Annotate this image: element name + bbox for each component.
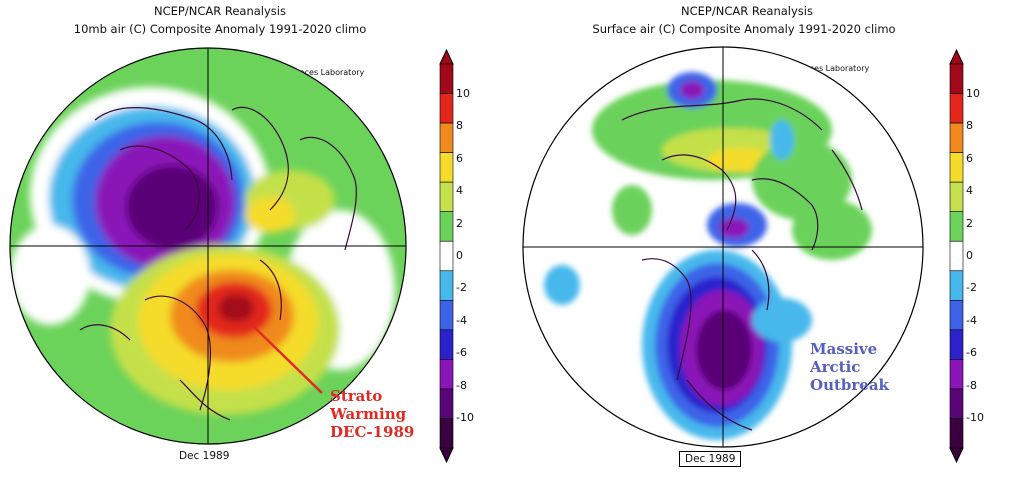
colorbar-segment <box>439 152 454 183</box>
colorbar-segment <box>949 211 964 242</box>
colorbar-tick-label: 2 <box>456 216 463 230</box>
colorbar-tick-label: 10 <box>456 86 470 100</box>
colorbar-segment <box>439 388 454 419</box>
left-map-svg <box>9 47 407 445</box>
colorbar-bottom-arrow <box>439 447 454 464</box>
annotation-line: Strato <box>330 387 383 405</box>
colorbar-segment <box>949 63 964 94</box>
annotation-line: Arctic <box>810 358 861 376</box>
colorbar-segment <box>949 300 964 331</box>
right-date: Dec 1989 <box>679 451 742 467</box>
colorbar-segment <box>949 388 964 419</box>
colorbar-tick-label: -6 <box>456 346 467 360</box>
strato-warming-annotation: Strato Warming DEC-1989 <box>330 387 414 441</box>
colorbar-segment <box>949 359 964 390</box>
colorbar-tick-label: -8 <box>966 378 977 392</box>
colorbar-tick-label: 8 <box>456 119 463 133</box>
annotation-line: Outbreak <box>810 376 889 394</box>
colorbar-tick-label: 0 <box>456 249 463 262</box>
colorbar-segment <box>949 418 964 449</box>
colorbar-tick-label: 6 <box>456 151 463 165</box>
left-map-panel: NCEP/NCAR Reanalysis 10mb air (C) Compos… <box>9 4 474 464</box>
left-anomaly-field <box>10 48 406 444</box>
colorbar-segment <box>439 418 454 449</box>
left-title-line1: NCEP/NCAR Reanalysis <box>154 4 286 18</box>
left-title-line2: 10mb air (C) Composite Anomaly 1991-2020… <box>73 22 367 36</box>
colorbar-tick-label: -10 <box>966 411 984 425</box>
colorbar-segment <box>949 181 964 212</box>
colorbar-tick-label: -2 <box>456 281 467 295</box>
right-map-svg <box>522 46 924 448</box>
colorbar-segment <box>949 93 964 124</box>
colorbar-tick-label: 10 <box>966 86 980 100</box>
colorbar-segment <box>439 181 454 212</box>
colorbar-segment <box>439 211 454 242</box>
colorbar-tick-label: -4 <box>966 313 977 327</box>
colorbar-tick-label: -2 <box>966 281 977 295</box>
colorbar-segment <box>439 93 454 124</box>
colorbar-top-arrow <box>949 48 964 65</box>
annotation-line: DEC-1989 <box>330 423 415 441</box>
annotation-line: Massive <box>810 340 878 358</box>
colorbar-segment <box>439 359 454 390</box>
right-colorbar-svg <box>949 48 964 464</box>
colorbar-segment <box>439 122 454 153</box>
colorbar-tick-label: 4 <box>456 184 463 197</box>
colorbar-segment <box>949 152 964 183</box>
arctic-outbreak-annotation: Massive Arctic Outbreak <box>810 340 889 394</box>
left-date: Dec 1989 <box>179 450 230 462</box>
left-annotation-arrow <box>251 324 323 394</box>
colorbar-segment <box>439 270 454 301</box>
right-title-line1: NCEP/NCAR Reanalysis <box>681 4 813 18</box>
colorbar-tick-label: -4 <box>456 313 467 327</box>
colorbar-top-arrow <box>439 48 454 65</box>
right-title-line2: Surface air (C) Composite Anomaly 1991-2… <box>592 22 896 36</box>
colorbar-tick-label: 8 <box>966 119 973 133</box>
colorbar-bottom-arrow <box>949 447 964 464</box>
right-coastlines <box>621 98 863 431</box>
colorbar-segment <box>949 329 964 360</box>
right-map-border <box>522 46 924 448</box>
left-map-border <box>9 47 407 445</box>
annotation-line: Warming <box>330 405 407 423</box>
colorbar-segment <box>439 240 454 272</box>
colorbar-tick-label: 0 <box>966 249 973 262</box>
colorbar-tick-label: -8 <box>456 378 467 392</box>
colorbar-segment <box>439 329 454 360</box>
left-coastlines <box>79 106 357 421</box>
colorbar-tick-label: -10 <box>456 411 474 425</box>
colorbar-segment <box>949 122 964 153</box>
right-anomaly-field <box>523 47 923 447</box>
colorbar-segment <box>439 300 454 331</box>
colorbar-segment <box>949 240 964 272</box>
colorbar-tick-label: 6 <box>966 151 973 165</box>
colorbar-tick-label: 4 <box>966 184 973 197</box>
right-map-panel: NCEP/NCAR Reanalysis Surface air (C) Com… <box>512 0 1024 492</box>
colorbar-segment <box>439 63 454 94</box>
colorbar-segment <box>949 270 964 301</box>
left-colorbar-svg <box>439 48 454 464</box>
colorbar-tick-label: -6 <box>966 346 977 360</box>
colorbar-tick-label: 2 <box>966 216 973 230</box>
